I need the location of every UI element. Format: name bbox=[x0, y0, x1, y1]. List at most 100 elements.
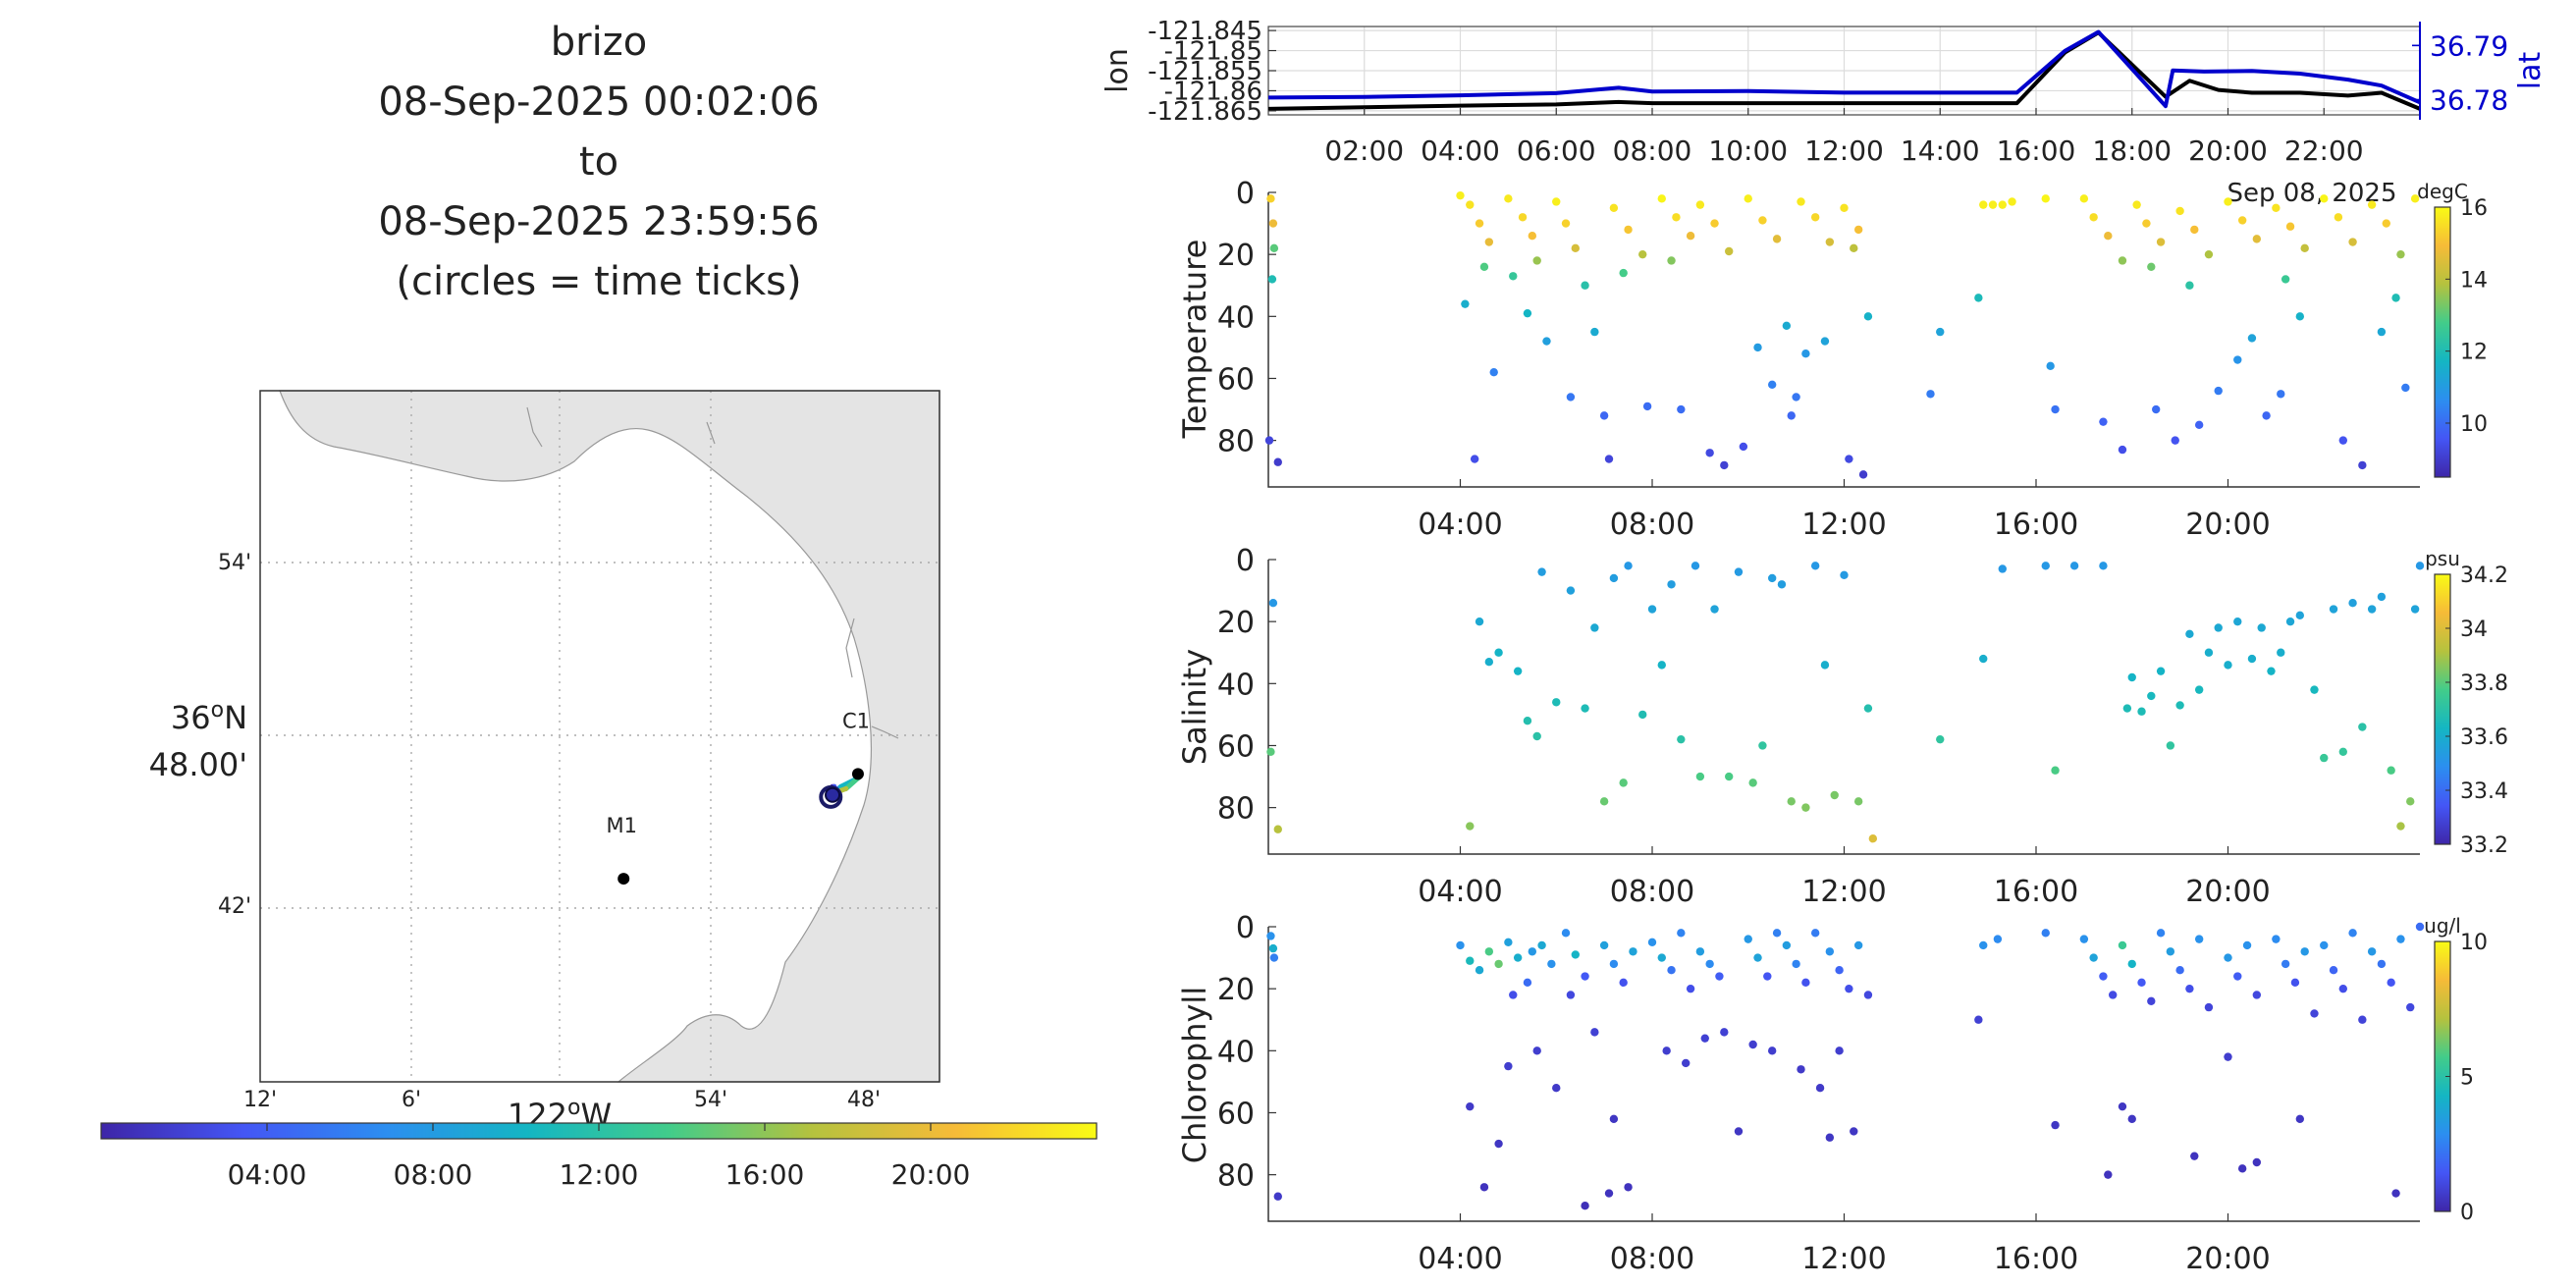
data-point bbox=[1753, 953, 1762, 962]
time-colorbar: 04:00 08:00 12:00 16:00 20:00 bbox=[100, 1122, 1098, 1191]
data-point bbox=[1682, 1058, 1690, 1068]
data-point bbox=[1484, 238, 1494, 246]
data-point bbox=[1825, 1133, 1835, 1142]
data-point bbox=[1466, 1101, 1475, 1111]
lat-tick-54: 54' bbox=[218, 551, 251, 575]
data-point bbox=[1619, 978, 1628, 988]
figure-header: brizo 08-Sep-2025 00:02:06 to 08-Sep-202… bbox=[378, 20, 819, 304]
data-point bbox=[1758, 741, 1767, 750]
x-tick-label: 12:00 bbox=[1801, 508, 1886, 542]
salinity-panel: Salinity 0 20 40 60 80 04:00 08:00 12:00 16:00 20… bbox=[1176, 544, 2508, 909]
data-point bbox=[2151, 404, 2161, 414]
data-point bbox=[1748, 1040, 1757, 1049]
data-point bbox=[2252, 1157, 2262, 1167]
data-point bbox=[1590, 623, 1599, 632]
track-series bbox=[1267, 29, 2421, 111]
data-point bbox=[1974, 294, 1983, 302]
colorbar-tick-label: 34 bbox=[2460, 617, 2488, 642]
data-point bbox=[2267, 667, 2276, 675]
data-point bbox=[2127, 672, 2136, 682]
data-point bbox=[1528, 947, 1537, 956]
data-point bbox=[1638, 249, 1647, 259]
lat-tick-label: 36.79 bbox=[2430, 29, 2508, 62]
data-point bbox=[2367, 200, 2377, 209]
data-point bbox=[1599, 411, 1609, 420]
data-point bbox=[2214, 623, 2223, 632]
lon-tick-label: -121.855 bbox=[1148, 57, 1262, 86]
lon-tick-12: 12' bbox=[243, 1088, 277, 1112]
y-tick-label: 20 bbox=[1217, 973, 1255, 1007]
data-point bbox=[1667, 580, 1676, 589]
track-x-tick-label: 12:00 bbox=[1804, 134, 1884, 167]
data-point bbox=[1820, 661, 1830, 670]
data-point bbox=[2277, 390, 2285, 399]
data-point bbox=[1269, 953, 1279, 962]
header-start-time: 08-Sep-2025 00:02:06 bbox=[378, 80, 819, 125]
data-point bbox=[1532, 1046, 1541, 1055]
data-point bbox=[2237, 216, 2247, 225]
data-point bbox=[1753, 343, 1762, 352]
data-point bbox=[1479, 262, 1489, 271]
data-point bbox=[1624, 1183, 1633, 1192]
data-point bbox=[1787, 411, 1796, 420]
data-point bbox=[1542, 337, 1551, 346]
colorbar-tick-label: 10 bbox=[2460, 931, 2488, 955]
data-point bbox=[1466, 956, 1475, 965]
temperature-panel: Temperature 0 20 40 60 80 04:00 08:00 12:00 16:0… bbox=[1176, 177, 2488, 542]
lat-tick-42: 42' bbox=[218, 894, 251, 919]
track-time-tick-circle bbox=[825, 786, 841, 803]
track-x-tick-label: 20:00 bbox=[2188, 134, 2268, 167]
data-point bbox=[1619, 268, 1628, 278]
data-point bbox=[1268, 599, 1278, 608]
track-x-tick-label: 22:00 bbox=[2284, 134, 2364, 167]
time-colorbar-tick-label: 16:00 bbox=[725, 1158, 805, 1191]
lon-axis-label: lon bbox=[1100, 48, 1135, 93]
data-point bbox=[2295, 611, 2305, 620]
data-point bbox=[1845, 455, 1853, 463]
data-point bbox=[1456, 190, 1465, 200]
x-tick-label: 16:00 bbox=[1994, 875, 2078, 909]
data-point bbox=[1840, 570, 1849, 579]
data-point bbox=[1657, 661, 1666, 670]
data-point bbox=[2358, 1015, 2367, 1024]
track-series-lat bbox=[1267, 29, 2421, 109]
x-tick-label: 08:00 bbox=[1610, 508, 1694, 542]
data-point bbox=[1810, 213, 1820, 222]
scatter-axes bbox=[1267, 192, 2420, 488]
data-point bbox=[1695, 200, 1705, 209]
vehicle-track bbox=[819, 776, 861, 809]
data-point bbox=[1475, 617, 1484, 626]
y-tick-label: 80 bbox=[1217, 425, 1255, 459]
y-tick-label: 20 bbox=[1217, 606, 1255, 640]
data-point bbox=[1700, 1034, 1709, 1043]
data-point bbox=[2046, 361, 2055, 371]
lat-tick-36n: 36oN bbox=[171, 698, 247, 736]
data-point bbox=[2118, 445, 2127, 455]
data-point bbox=[2396, 935, 2405, 943]
data-point bbox=[1705, 959, 1714, 969]
y-tick-label: 60 bbox=[1217, 362, 1255, 397]
data-point bbox=[1509, 991, 1518, 999]
track-segment bbox=[843, 776, 861, 791]
lat-axis-label: lat bbox=[2513, 52, 2548, 90]
data-point bbox=[1604, 455, 1614, 463]
data-point bbox=[2051, 1120, 2060, 1130]
data-point bbox=[2320, 194, 2329, 203]
data-point bbox=[2166, 741, 2175, 750]
data-point bbox=[1609, 573, 1619, 583]
data-point bbox=[2415, 922, 2425, 932]
data-point bbox=[2382, 219, 2390, 228]
data-point bbox=[1268, 943, 1278, 953]
data-point bbox=[2079, 935, 2089, 943]
data-point bbox=[1853, 797, 1863, 806]
data-point bbox=[2329, 605, 2338, 614]
data-point bbox=[2051, 766, 2060, 775]
data-point bbox=[2041, 194, 2050, 203]
scatter-axes bbox=[1267, 927, 2420, 1222]
data-point bbox=[1504, 938, 1513, 946]
data-point bbox=[1748, 778, 1757, 787]
data-point bbox=[1868, 834, 1878, 843]
data-point bbox=[1269, 243, 1279, 253]
data-point bbox=[1667, 256, 1676, 265]
data-point bbox=[1988, 200, 1998, 209]
